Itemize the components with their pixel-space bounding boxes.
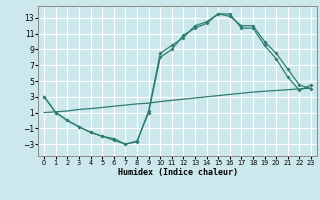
X-axis label: Humidex (Indice chaleur): Humidex (Indice chaleur)	[118, 168, 238, 177]
